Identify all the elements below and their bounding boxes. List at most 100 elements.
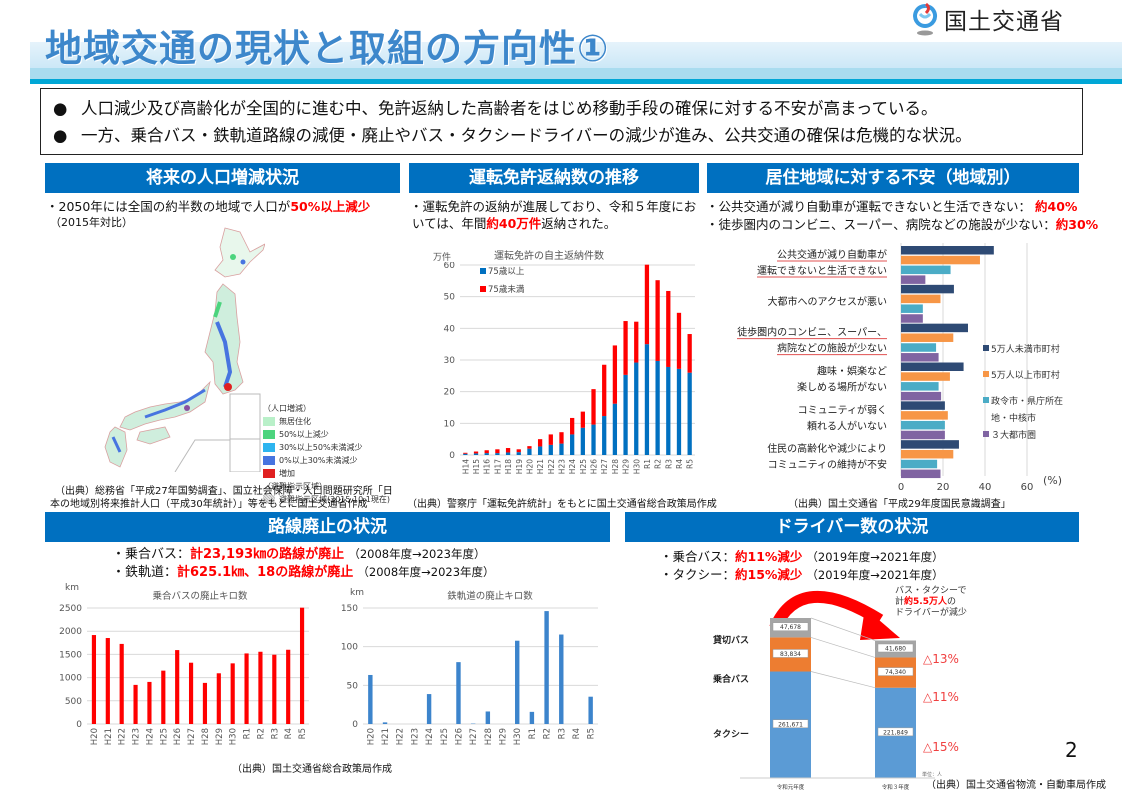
svg-text:H28: H28 (611, 459, 620, 474)
bar (258, 652, 262, 724)
svg-text:H29: H29 (499, 728, 509, 745)
svg-text:50: 50 (347, 681, 359, 691)
bar (544, 611, 548, 724)
bar (655, 361, 659, 455)
svg-text:H18: H18 (504, 459, 513, 474)
bar (506, 448, 510, 452)
bar (591, 389, 595, 424)
svg-text:H22: H22 (547, 459, 556, 474)
bar (901, 275, 925, 284)
svg-text:H27: H27 (187, 728, 197, 745)
bar (901, 440, 959, 449)
route-bus-text: ・乗合バス：計23,193㎞の路線が廃止 （2008年度→2023年度） (112, 546, 486, 563)
bar (485, 450, 489, 453)
svg-text:H30: H30 (513, 728, 523, 745)
svg-text:コミュニティが弱く: コミュニティが弱く (798, 403, 887, 416)
bar (527, 446, 531, 449)
svg-text:地・中核市: 地・中核市 (991, 412, 1036, 424)
svg-text:コミュニティの維持が不安: コミュニティの維持が不安 (768, 458, 887, 471)
svg-text:徒歩圏内のコンビニ、スーパー、: 徒歩圏内のコンビニ、スーパー、 (737, 326, 887, 339)
svg-text:H28: H28 (484, 728, 494, 745)
svg-text:74,340: 74,340 (885, 669, 906, 676)
svg-text:R1: R1 (643, 459, 652, 469)
svg-text:楽しめる場所がない: 楽しめる場所がない (797, 381, 887, 394)
svg-text:H22: H22 (118, 728, 128, 745)
svg-text:2500: 2500 (59, 604, 82, 614)
bar (588, 697, 592, 724)
bar (581, 428, 585, 455)
svg-text:R5: R5 (298, 728, 308, 739)
bar (570, 434, 574, 455)
svg-text:R3: R3 (557, 728, 567, 739)
bar (272, 655, 276, 724)
svg-text:R4: R4 (675, 459, 684, 469)
bar (92, 635, 96, 724)
svg-text:R2: R2 (543, 728, 553, 739)
bar (901, 392, 941, 401)
bar (901, 363, 964, 372)
legend-item: 増加 (263, 467, 390, 480)
svg-text:H20: H20 (366, 728, 376, 745)
bar (383, 722, 387, 724)
svg-text:貸切バス: 貸切バス (713, 634, 749, 646)
anxiety-source: （出典）国土交通省「平成29年度国民意識調査」 (788, 495, 1011, 510)
svg-text:H30: H30 (229, 728, 239, 745)
bar (602, 416, 606, 455)
svg-text:R2: R2 (256, 728, 266, 739)
bar (474, 453, 478, 455)
svg-text:km: km (350, 588, 364, 598)
bar (901, 333, 953, 342)
svg-text:R1: R1 (528, 728, 538, 739)
bar (688, 334, 692, 373)
bar (570, 418, 574, 434)
svg-text:令和３年度: 令和３年度 (882, 783, 910, 791)
bar (147, 682, 151, 724)
bar (901, 372, 950, 381)
bar (244, 653, 248, 724)
svg-text:H23: H23 (132, 728, 142, 745)
bar (688, 373, 692, 455)
population-source-2: 本の地域別将来推計人口（平成30年統計）」等をもとに国土交通省作成 (50, 495, 368, 510)
page-title: 地域交通の現状と取組の方向性① (45, 18, 609, 72)
svg-text:R1: R1 (243, 728, 253, 739)
bar (530, 712, 534, 724)
license-chart-title: 運転免許の自主返納件数 (494, 247, 604, 262)
svg-text:R4: R4 (572, 728, 582, 739)
bar (901, 304, 923, 313)
bar (591, 425, 595, 455)
bar (538, 446, 542, 455)
bar (901, 382, 939, 391)
bar (634, 363, 638, 455)
svg-text:1000: 1000 (59, 674, 82, 684)
bar (655, 280, 659, 361)
summary-box: ●人口減少及び高齢化が全国的に進む中、免許返納した高齢者をはじめ移動手段の確保に… (40, 88, 1083, 155)
svg-text:km: km (65, 583, 79, 593)
bar (901, 285, 954, 294)
bar (485, 453, 489, 455)
section-header-anxiety: 居住地域に対する不安（地域別） (707, 163, 1079, 193)
svg-text:政令市・県庁所在: 政令市・県庁所在 (991, 395, 1063, 407)
page-number: 2 (1065, 738, 1078, 762)
bar (368, 675, 372, 724)
svg-text:5万人以上市町村: 5万人以上市町村 (991, 369, 1060, 381)
svg-text:H21: H21 (536, 459, 545, 474)
svg-text:40: 40 (444, 324, 456, 334)
svg-text:H26: H26 (590, 459, 599, 474)
bar (901, 295, 940, 304)
svg-text:病院などの施設が少ない: 病院などの施設が少ない (777, 342, 887, 355)
legend-item: 無居住化 (263, 415, 390, 428)
bar (120, 644, 124, 724)
svg-text:R4: R4 (284, 728, 294, 739)
bar (286, 650, 290, 724)
svg-text:R3: R3 (664, 459, 673, 469)
svg-text:R5: R5 (686, 459, 695, 469)
bar (559, 635, 563, 724)
svg-text:趣味・娯楽など: 趣味・娯楽など (817, 365, 887, 378)
bar (517, 452, 521, 455)
bar (623, 375, 627, 455)
svg-text:H19: H19 (515, 459, 524, 474)
svg-text:H29: H29 (215, 728, 225, 745)
